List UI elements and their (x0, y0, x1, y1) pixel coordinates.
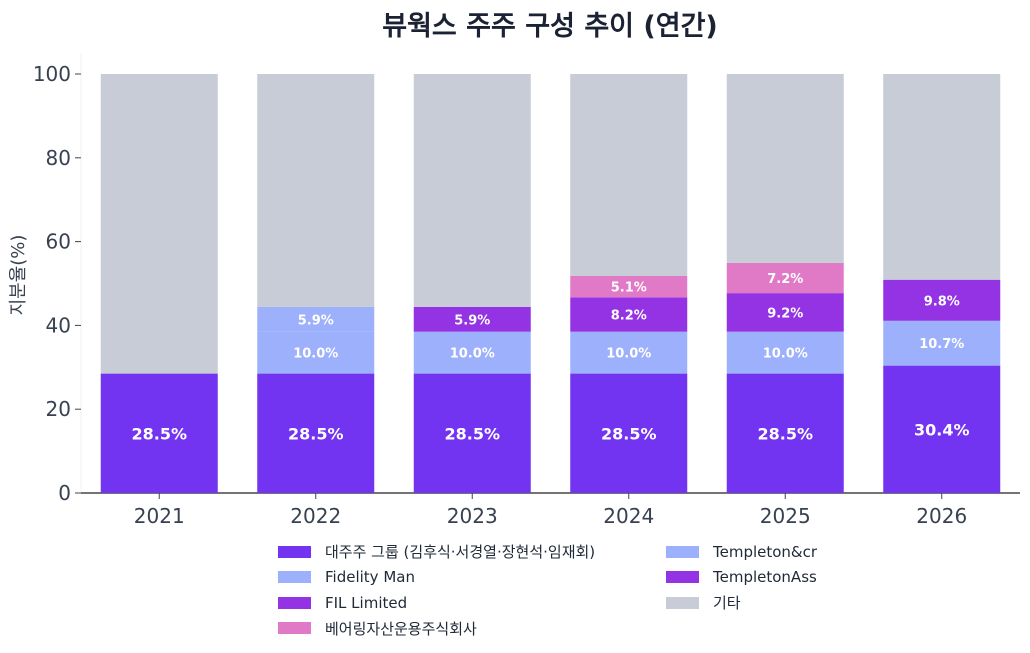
bar-segment (413, 373, 531, 493)
plot-area: 0 20 40 60 80 100 28.5% 2021 28.5% 10.0% 5.9% 2022 2… (33, 53, 1020, 528)
legend-label: Templeton&cr (713, 542, 818, 561)
bar-segment (257, 373, 375, 493)
legend-swatch (666, 596, 699, 609)
legend-swatch (278, 571, 311, 584)
y-tick-label: 100 (33, 62, 71, 86)
bar-segment (726, 293, 844, 332)
data-label: 5.1% (611, 281, 647, 296)
data-label: 28.5% (601, 424, 657, 443)
bar-segment (726, 331, 844, 374)
legend-item: FIL Limited (278, 590, 595, 616)
bar-segment (257, 74, 375, 307)
legend-swatch (278, 622, 311, 635)
bar-segment (570, 297, 688, 332)
legend-swatch (278, 596, 311, 609)
data-label: 5.9% (454, 313, 490, 328)
data-label: 28.5% (288, 424, 344, 443)
data-label: 10.7% (919, 337, 964, 352)
bar-segment (570, 373, 688, 493)
bar-segment (883, 365, 1001, 493)
bar-segment (413, 74, 531, 307)
data-label: 10.0% (450, 347, 495, 362)
bar-segment (100, 373, 218, 493)
y-tick-label: 0 (58, 481, 71, 505)
data-label: 28.5% (444, 424, 500, 443)
bar-segment (726, 373, 844, 493)
legend-label: Fidelity Man (325, 568, 415, 587)
legend-item: 베어링자산운용주식회사 (278, 616, 595, 642)
data-label: 30.4% (914, 420, 970, 439)
bar-segment (257, 306, 375, 332)
legend-label: TempletonAss (713, 568, 817, 587)
y-axis-label: 지분율(%) (8, 235, 29, 316)
legend-item: Templeton&cr (666, 539, 817, 565)
bar-segment (726, 74, 844, 263)
x-tick-label: 2024 (603, 504, 654, 528)
bar-segment (413, 331, 531, 374)
data-label: 28.5% (131, 424, 187, 443)
legend: 대주주 그룹 (김후식·서경열·장현석·임재회) Fidelity Man FIL … (278, 539, 878, 644)
y-tick-label: 40 (46, 313, 71, 337)
y-tick-label: 80 (46, 146, 71, 170)
bar-segment (100, 74, 218, 374)
legend-label: FIL Limited (325, 593, 408, 612)
bar-segment (570, 331, 688, 374)
bar-segment (726, 262, 844, 294)
bar-segment (257, 331, 375, 374)
data-label: 10.0% (606, 347, 651, 362)
x-tick-label: 2025 (760, 504, 811, 528)
bar-segment (413, 306, 531, 332)
bar-segment (883, 279, 1001, 321)
data-label: 9.8% (924, 294, 960, 309)
y-tick-label: 60 (46, 230, 71, 254)
legend-column-right: Templeton&cr TempletonAss 기타 (666, 539, 817, 616)
x-tick-label: 2026 (916, 504, 967, 528)
data-label: 28.5% (757, 424, 813, 443)
x-tick-label: 2022 (290, 504, 341, 528)
legend-item: 기타 (666, 590, 817, 616)
bar-segment (883, 74, 1001, 280)
bar-segment (883, 320, 1001, 366)
bar-segment (570, 74, 688, 276)
data-label: 5.9% (298, 313, 334, 328)
data-label: 10.0% (293, 347, 338, 362)
legend-swatch (666, 545, 699, 558)
x-tick-label: 2021 (134, 504, 185, 528)
legend-item: Fidelity Man (278, 565, 595, 591)
legend-item: 대주주 그룹 (김후식·서경열·장현석·임재회) (278, 539, 595, 565)
legend-label: 대주주 그룹 (김후식·서경열·장현석·임재회) (325, 543, 596, 562)
x-tick-label: 2023 (447, 504, 498, 528)
legend-label: 기타 (713, 594, 741, 613)
chart-title: 뷰웍스 주주 구성 추이 (연간) (382, 11, 718, 42)
legend-item: TempletonAss (666, 565, 817, 591)
legend-label: 베어링자산운용주식회사 (325, 619, 477, 638)
data-label: 7.2% (767, 272, 803, 287)
data-label: 9.2% (767, 306, 803, 321)
y-tick-label: 20 (46, 397, 71, 421)
legend-swatch (278, 545, 311, 558)
legend-swatch (666, 571, 699, 584)
bar-segment (570, 275, 688, 298)
legend-column-left: 대주주 그룹 (김후식·서경열·장현석·임재회) Fidelity Man FIL … (278, 539, 595, 641)
data-label: 8.2% (611, 309, 647, 324)
data-label: 10.0% (763, 347, 808, 362)
